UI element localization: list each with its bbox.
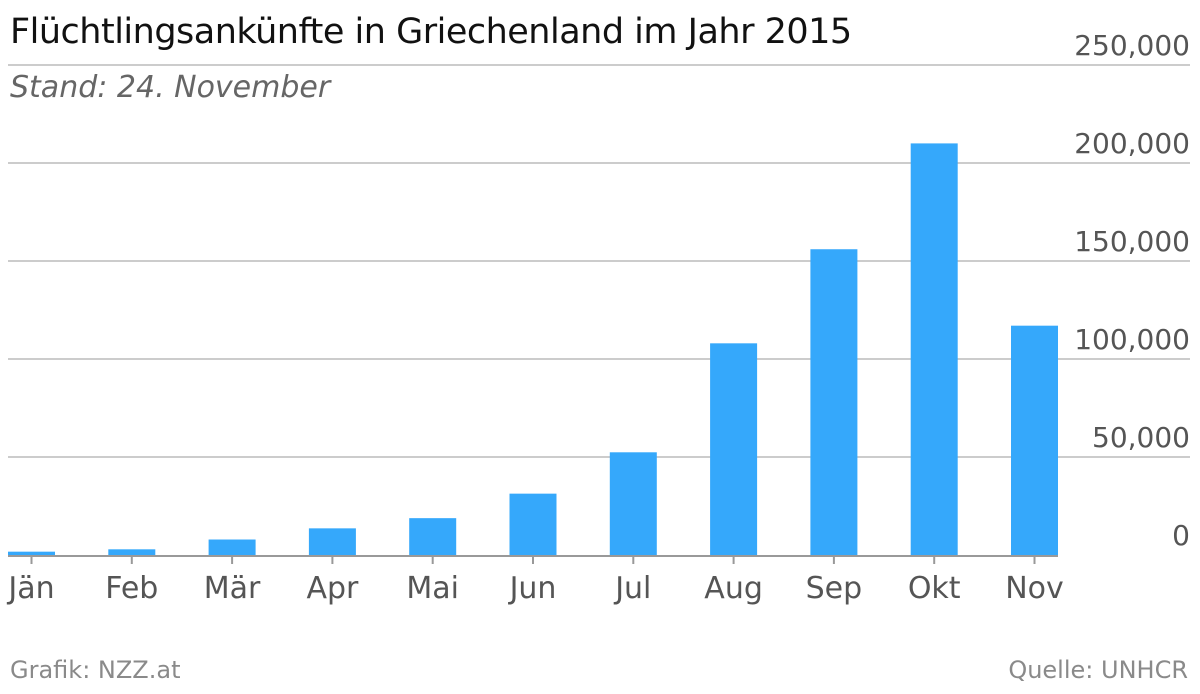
y-tick-label: 200,000 [1074, 127, 1190, 160]
bar-jun [509, 493, 557, 555]
y-tick-label: 0 [1172, 519, 1190, 552]
x-tick-label: Apr [306, 571, 359, 606]
y-axis-ticks: 0 50,000 100,000 150,000 200,000 250,000 [1074, 29, 1190, 552]
credit-note: Grafik: NZZ.at [10, 656, 181, 684]
x-tick-label: Sep [806, 571, 863, 606]
bar-feb [108, 549, 156, 555]
x-tick-label: Jän [6, 571, 54, 606]
x-tick-label: Jun [508, 571, 557, 606]
bar-jän [8, 551, 55, 555]
x-tick-label: Okt [908, 571, 961, 606]
bar-mär [208, 539, 256, 555]
x-tick-label: Jul [613, 571, 651, 606]
x-axis-ticks: Jän Feb Mär Apr Mai Jun Jul Aug Sep Okt Nov [6, 556, 1064, 606]
x-tick-label: Aug [704, 571, 763, 606]
bar-apr [308, 528, 356, 555]
x-tick-label: Nov [1005, 571, 1064, 606]
bar-okt [910, 143, 958, 555]
bars [8, 143, 1058, 556]
bar-sep [810, 249, 858, 556]
chart-title: Flüchtlingsankünfte in Griechenland im J… [10, 12, 852, 52]
y-tick-label: 100,000 [1074, 323, 1190, 356]
y-tick-label: 150,000 [1074, 225, 1190, 258]
bar-mai [409, 518, 457, 555]
bar-aug [710, 343, 758, 555]
y-tick-label: 50,000 [1092, 421, 1190, 454]
bar-nov [1011, 325, 1058, 555]
grid-lines [8, 64, 1190, 557]
bar-jul [609, 452, 657, 555]
y-tick-label: 250,000 [1074, 29, 1190, 62]
x-tick-label: Mär [204, 571, 261, 606]
x-tick-label: Mai [406, 571, 459, 606]
chart-subtitle: Stand: 24. November [10, 70, 331, 105]
source-note: Quelle: UNHCR [1008, 656, 1188, 684]
x-tick-label: Feb [105, 571, 158, 606]
